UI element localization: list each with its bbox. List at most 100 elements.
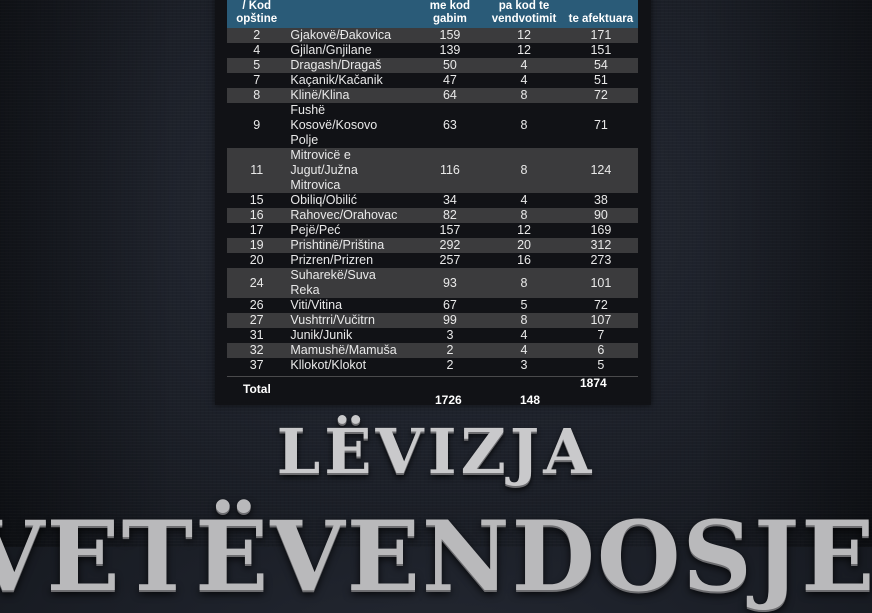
votes-with-error: 257 [415, 253, 485, 268]
total-affected: 107 [563, 313, 638, 328]
votes-without-code: 16 [484, 253, 564, 268]
municipality-code: 37 [227, 358, 287, 373]
votes-without-code: 12 [484, 28, 564, 43]
table-header-row: / Kod opštine me kod gabim pa kod te ven… [227, 0, 638, 28]
municipality-code: 7 [227, 73, 287, 88]
municipality-name: Obiliq/Obilić [286, 193, 416, 208]
municipality-name: Kllokot/Klokot [286, 358, 416, 373]
logo-vetevendosje: VETËVENDOSJE! [0, 500, 872, 613]
table-row: 7 Kaçanik/Kačanik 47 4 51 [227, 73, 638, 88]
votes-with-error: 64 [415, 88, 485, 103]
logo-levizja: LËVIZJA [276, 415, 596, 488]
municipality-code: 11 [227, 148, 287, 193]
votes-with-error: 292 [415, 238, 485, 253]
votes-with-error: 50 [415, 58, 485, 73]
municipality-code: 9 [227, 103, 287, 148]
municipality-name: Vushtrri/Vučitrn [286, 313, 416, 328]
municipality-code: 32 [227, 343, 287, 358]
municipality-code: 17 [227, 223, 287, 238]
votes-without-code: 4 [484, 73, 564, 88]
votes-with-error: 3 [415, 328, 485, 343]
total-label: Total [243, 382, 271, 396]
municipality-code: 15 [227, 193, 287, 208]
municipality-name: Prizren/Prizren [286, 253, 416, 268]
total-affected: 169 [563, 223, 638, 238]
total-affected: 7 [563, 328, 638, 343]
municipality-name: Fushë Kosovë/Kosovo Polje [286, 103, 416, 148]
total-affected: 72 [563, 88, 638, 103]
total-votes-without-code: 148 [520, 393, 541, 407]
total-affected: 6 [563, 343, 638, 358]
table-row: 37 Kllokot/Klokot 2 3 5 [227, 358, 638, 373]
votes-without-code: 8 [484, 313, 564, 328]
municipality-name: Mitrovicë e Jugut/Južna Mitrovica [286, 148, 416, 193]
municipality-name: Kaçanik/Kačanik [286, 73, 416, 88]
votes-without-code: 4 [484, 193, 564, 208]
votes-with-error: 67 [415, 298, 485, 313]
municipality-name: Pejë/Peć [286, 223, 416, 238]
votes-without-code: 8 [484, 148, 564, 193]
table-row: 9 Fushë Kosovë/Kosovo Polje 63 8 71 [227, 103, 638, 148]
municipality-code: 24 [227, 268, 287, 298]
header-votes-without-code: pa kod te vendvotimit [484, 0, 564, 28]
table-row: 32 Mamushë/Mamuša 2 4 6 [227, 343, 638, 358]
header-municipality [286, 0, 416, 28]
votes-with-error: 47 [415, 73, 485, 88]
table-row: 24 Suharekë/Suva Reka 93 8 101 [227, 268, 638, 298]
municipality-name: Gjakovë/Đakovica [286, 28, 416, 43]
votes-without-code: 4 [484, 58, 564, 73]
affected-votes-table: / Kod opštine me kod gabim pa kod te ven… [227, 0, 638, 377]
table-row: 8 Klinë/Klina 64 8 72 [227, 88, 638, 103]
municipality-code: 27 [227, 313, 287, 328]
total-affected: 1874 [580, 376, 607, 390]
votes-with-error: 116 [415, 148, 485, 193]
total-affected: 90 [563, 208, 638, 223]
total-affected: 171 [563, 28, 638, 43]
votes-with-error: 2 [415, 358, 485, 373]
votes-with-error: 159 [415, 28, 485, 43]
total-affected: 151 [563, 43, 638, 58]
total-affected: 38 [563, 193, 638, 208]
table-row: 15 Obiliq/Obilić 34 4 38 [227, 193, 638, 208]
total-affected: 101 [563, 268, 638, 298]
table-row: 31 Junik/Junik 3 4 7 [227, 328, 638, 343]
table-row: 11 Mitrovicë e Jugut/Južna Mitrovica 116 8 124 [227, 148, 638, 193]
header-votes-with-error: me kod gabim [415, 0, 485, 28]
votes-with-error: 2 [415, 343, 485, 358]
total-affected: 51 [563, 73, 638, 88]
votes-without-code: 20 [484, 238, 564, 253]
table-row: 2 Gjakovë/Đakovica 159 12 171 [227, 28, 638, 43]
table-row: 4 Gjilan/Gnjilane 139 12 151 [227, 43, 638, 58]
votes-without-code: 8 [484, 88, 564, 103]
votes-with-error: 139 [415, 43, 485, 58]
votes-with-error: 99 [415, 313, 485, 328]
votes-without-code: 4 [484, 343, 564, 358]
municipality-name: Junik/Junik [286, 328, 416, 343]
votes-without-code: 8 [484, 208, 564, 223]
table-row: 17 Pejë/Peć 157 12 169 [227, 223, 638, 238]
municipality-name: Klinë/Klina [286, 88, 416, 103]
total-affected: 71 [563, 103, 638, 148]
table-row: 16 Rahovec/Orahovac 82 8 90 [227, 208, 638, 223]
municipality-name: Viti/Vitina [286, 298, 416, 313]
municipality-code: 4 [227, 43, 287, 58]
votes-without-code: 4 [484, 328, 564, 343]
total-affected: 5 [563, 358, 638, 373]
municipality-name: Mamushë/Mamuša [286, 343, 416, 358]
table-row: 26 Viti/Vitina 67 5 72 [227, 298, 638, 313]
total-affected: 124 [563, 148, 638, 193]
votes-without-code: 3 [484, 358, 564, 373]
votes-without-code: 12 [484, 43, 564, 58]
municipality-name: Rahovec/Orahovac [286, 208, 416, 223]
votes-with-error: 34 [415, 193, 485, 208]
table-row: 19 Prishtinë/Priština 292 20 312 [227, 238, 638, 253]
municipality-name: Gjilan/Gnjilane [286, 43, 416, 58]
municipality-name: Prishtinë/Priština [286, 238, 416, 253]
total-affected: 72 [563, 298, 638, 313]
municipality-name: Dragash/Dragaš [286, 58, 416, 73]
total-affected: 54 [563, 58, 638, 73]
header-total-affected: te afektuara [563, 0, 638, 28]
total-affected: 273 [563, 253, 638, 268]
municipality-name: Suharekë/Suva Reka [286, 268, 416, 298]
municipality-code: 31 [227, 328, 287, 343]
